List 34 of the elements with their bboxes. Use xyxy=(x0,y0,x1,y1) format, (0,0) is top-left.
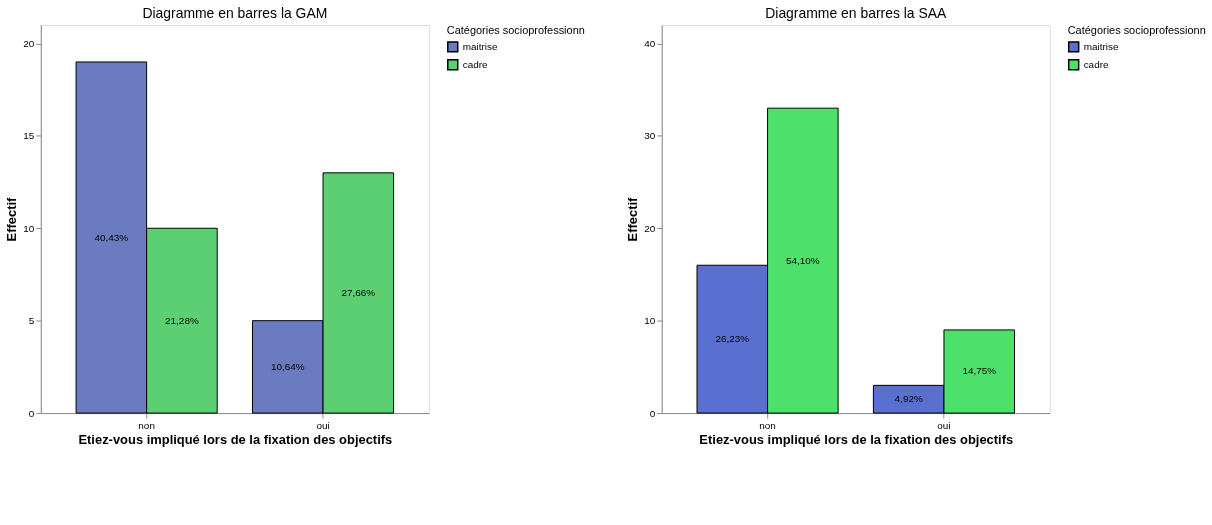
y-tick-label: 5 xyxy=(28,315,35,327)
y-tick-label: 0 xyxy=(28,407,35,419)
x-tick-label: non xyxy=(138,419,155,431)
annotation: 4,92% xyxy=(894,393,923,405)
x-axis-title: Etiez-vous impliqué lors de la fixation des objectifs xyxy=(78,432,393,448)
x-tick-label: non xyxy=(759,419,776,431)
y-tick-label: 15 xyxy=(23,130,35,142)
legend-title: Catégories socioprofessionn xyxy=(1067,23,1206,36)
y-tick-label: 10 xyxy=(23,222,35,234)
annotation: 54,10% xyxy=(785,254,820,266)
legend-label: maitrise xyxy=(462,40,498,52)
y-tick-label: 30 xyxy=(644,130,656,142)
y-axis-title: Effectif xyxy=(4,196,20,242)
y-tick-label: 10 xyxy=(644,315,656,327)
annotation: 14,75% xyxy=(962,365,997,377)
x-tick-label: oui xyxy=(937,419,951,431)
legend-label: cadre xyxy=(462,58,489,70)
y-axis-title: Effectif xyxy=(625,196,641,242)
chart-title: Diagramme en barres la GAM xyxy=(142,5,328,22)
x-tick-label: oui xyxy=(316,419,330,431)
annotation: 40,43% xyxy=(94,231,129,243)
y-tick-label: 20 xyxy=(644,222,656,234)
legend-label: maitrise xyxy=(1083,40,1119,52)
chart-title: Diagramme en barres la SAA xyxy=(765,5,948,22)
x-axis-title: Etiez-vous impliqué lors de la fixation des objectifs xyxy=(699,432,1014,448)
legend-title: Catégories socioprofessionn xyxy=(446,23,585,36)
annotation: 21,28% xyxy=(165,314,199,326)
annotation: 27,66% xyxy=(341,286,376,298)
y-tick-label: 0 xyxy=(649,407,656,419)
annotation: 26,23% xyxy=(715,333,750,345)
y-tick-label: 20 xyxy=(23,37,35,49)
annotation: 10,64% xyxy=(270,360,305,372)
legend-label: cadre xyxy=(1083,58,1109,70)
y-tick-label: 40 xyxy=(644,37,656,49)
